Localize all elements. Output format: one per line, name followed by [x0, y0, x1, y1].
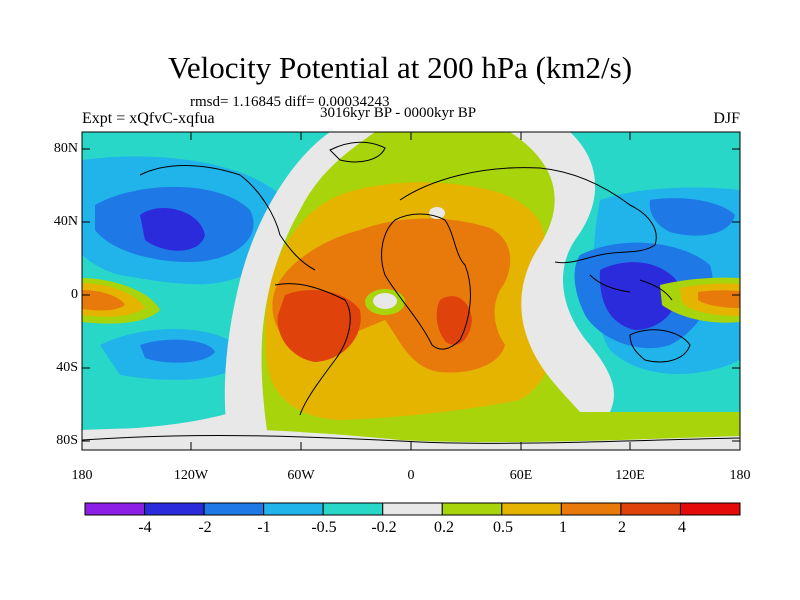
- colorbar-label-4: -0.2: [371, 519, 397, 536]
- x-tick-label-0: 0: [407, 468, 415, 483]
- colorbar-label-5: 0.2: [434, 519, 454, 536]
- colorbar-label-3: -0.5: [311, 519, 337, 536]
- colorbar-box-0: [84, 502, 146, 516]
- southern-green-band: [300, 412, 740, 438]
- colorbar-label-2: -1: [257, 519, 271, 536]
- dark-blue-east: [599, 262, 680, 330]
- colorbar-label-6: 0.5: [493, 519, 513, 536]
- x-tick-label-60e: 60E: [509, 468, 533, 483]
- blue-northeast: [649, 198, 735, 236]
- y-tick-label-80n: 80N: [53, 141, 78, 156]
- stats-text: rmsd= 1.16845 diff= 0.00034243: [190, 94, 390, 110]
- orange-tongue-west: [82, 290, 125, 311]
- coast-north-america: [139, 165, 316, 271]
- colorbar-box-5: [382, 502, 443, 516]
- colorbar-box-7: [501, 502, 562, 516]
- pocket-white: [373, 293, 397, 309]
- x-tick-label-180e: 180: [729, 468, 751, 483]
- colorbar-box-6: [441, 502, 503, 516]
- y-tick-label-40n: 40N: [53, 214, 78, 229]
- y-ticks: [82, 148, 740, 442]
- coast-eurasia: [399, 167, 657, 264]
- colorbar-box-3: [263, 502, 324, 516]
- x-tick-label-60w: 60W: [287, 468, 315, 483]
- y-tick-label-0: 0: [71, 287, 78, 302]
- coast-australia: [629, 329, 691, 363]
- coast-africa: [381, 213, 471, 350]
- colorbar-label-7: 1: [559, 519, 567, 536]
- chart-title: Velocity Potential at 200 hPa (km2/s): [167, 50, 633, 85]
- contour-field: [82, 132, 740, 450]
- x-ticks: [190, 132, 631, 450]
- colorbar-box-8: [560, 502, 622, 516]
- x-tick-label-180w: 180: [71, 468, 93, 483]
- southern-white-band: [82, 428, 740, 450]
- coast-south-america: [274, 283, 351, 416]
- colorbar: [84, 502, 741, 516]
- period-label: 3016kyr BP - 0000kyr BP: [320, 105, 477, 121]
- colorbar-box-4: [322, 502, 384, 516]
- coast-greenland: [329, 141, 386, 163]
- colorbar-label-9: 4: [678, 519, 686, 536]
- y-tick-label-40s: 40S: [56, 360, 78, 375]
- colorbar-label-1: -2: [198, 519, 212, 536]
- colorbar-label-8: 2: [618, 519, 626, 536]
- coastlines: [82, 141, 740, 444]
- coast-indonesia: [589, 274, 673, 301]
- coast-antarctica: [82, 435, 740, 444]
- x-tick-label-120e: 120E: [615, 468, 645, 483]
- y-tick-label-80s: 80S: [56, 433, 78, 448]
- orange-tongue-east: [698, 290, 740, 308]
- colorbar-box-2: [203, 502, 265, 516]
- colorbar-label-0: -4: [138, 519, 152, 536]
- colorbar-box-9: [620, 502, 681, 516]
- mediterranean-spot: [429, 207, 445, 219]
- blue-south-west: [140, 339, 215, 363]
- season-label: DJF: [713, 110, 740, 127]
- colorbar-box-1: [144, 502, 205, 516]
- colorbar-box-10: [679, 502, 741, 516]
- dark-blue-west: [140, 207, 205, 251]
- white-band-east: [510, 132, 614, 412]
- x-tick-label-120w: 120W: [173, 468, 209, 483]
- red-south-america: [277, 290, 361, 362]
- experiment-label: Expt = xQfvC-xqfua: [82, 110, 215, 127]
